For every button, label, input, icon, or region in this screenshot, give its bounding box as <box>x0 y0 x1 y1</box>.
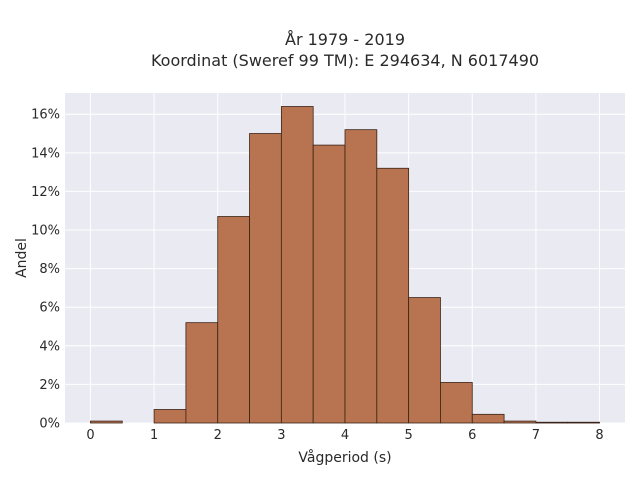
x-axis-ticks: 0 1 2 3 4 5 6 7 8 <box>86 428 603 443</box>
x-tick-label: 1 <box>150 428 158 443</box>
x-tick-label: 8 <box>595 428 603 443</box>
histogram-bar <box>503 420 537 424</box>
x-tick-label: 0 <box>86 428 94 443</box>
histogram-bar <box>535 421 569 424</box>
histogram-bar <box>376 167 410 424</box>
histogram-bar <box>249 133 282 424</box>
chart-title-line2: Koordinat (Sweref 99 TM): E 294634, N 60… <box>151 51 539 70</box>
histogram-bar <box>90 420 123 424</box>
x-tick-label: 7 <box>532 428 540 443</box>
y-tick-label: 2% <box>39 378 60 393</box>
x-axis-label: Vågperiod (s) <box>298 449 391 466</box>
histogram-bar <box>567 421 600 424</box>
histogram-bar <box>280 106 314 424</box>
chart-title-line1: År 1979 - 2019 <box>285 30 405 49</box>
histogram-bar <box>185 322 219 424</box>
histogram-bar <box>312 144 346 424</box>
x-tick-label: 5 <box>404 428 412 443</box>
histogram-bar <box>440 382 473 424</box>
x-tick-label: 3 <box>277 428 285 443</box>
histogram-bar <box>471 413 505 424</box>
y-tick-label: 12% <box>31 185 60 200</box>
x-tick-label: 2 <box>214 428 222 443</box>
y-tick-label: 16% <box>31 108 60 123</box>
y-tick-label: 14% <box>31 146 60 161</box>
histogram-bar <box>344 129 378 424</box>
histogram-bars <box>90 106 600 424</box>
y-axis-label: Andel <box>14 238 30 278</box>
histogram-bar <box>153 409 187 424</box>
y-tick-label: 10% <box>31 224 60 239</box>
x-tick-label: 6 <box>468 428 476 443</box>
histogram-bar <box>408 297 441 424</box>
y-axis-ticks: 0% 2% 4% 6% 8% 10% 12% 14% 16% <box>31 108 60 432</box>
y-tick-label: 6% <box>39 301 60 316</box>
y-tick-label: 4% <box>39 339 60 354</box>
y-tick-label: 0% <box>39 417 60 432</box>
x-tick-label: 4 <box>341 428 349 443</box>
histogram-bar <box>217 216 250 424</box>
y-tick-label: 8% <box>39 262 60 277</box>
